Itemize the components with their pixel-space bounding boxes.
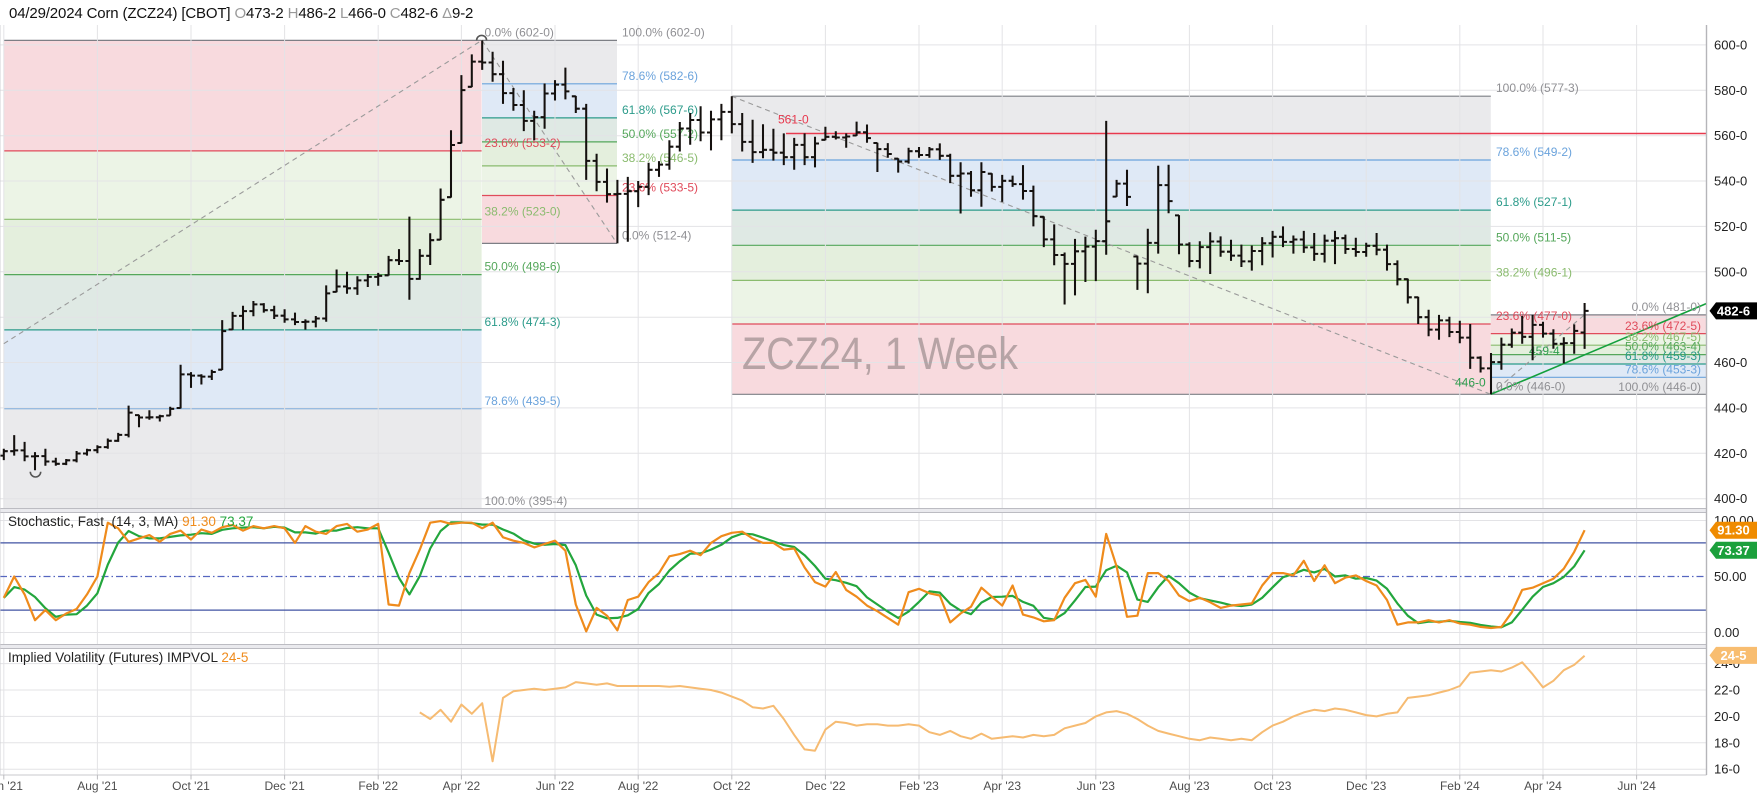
svg-text:61.8% (527-1): 61.8% (527-1) [1496,195,1572,209]
svg-text:446-0: 446-0 [1455,376,1486,390]
svg-text:560-0: 560-0 [1714,128,1747,143]
svg-text:Dec '23: Dec '23 [1346,779,1387,793]
svg-text:100.0% (446-0): 100.0% (446-0) [1618,380,1701,394]
svg-text:61.8% (474-3): 61.8% (474-3) [485,315,561,329]
svg-text:Aug '21: Aug '21 [77,779,118,793]
svg-text:73.37: 73.37 [1717,543,1750,558]
svg-text:0.0% (512-4): 0.0% (512-4) [622,228,691,242]
svg-text:23.6% (477-0): 23.6% (477-0) [1496,309,1572,323]
svg-text:580-0: 580-0 [1714,83,1747,98]
svg-text:440-0: 440-0 [1714,400,1747,415]
svg-text:Apr '24: Apr '24 [1524,779,1562,793]
svg-text:460-0: 460-0 [1714,355,1747,370]
svg-text:400-0: 400-0 [1714,491,1747,506]
svg-text:50.0% (463-4): 50.0% (463-4) [1625,340,1701,354]
svg-text:Dec '21: Dec '21 [264,779,305,793]
svg-text:500-0: 500-0 [1714,264,1747,279]
svg-text:0.0% (446-0): 0.0% (446-0) [1496,379,1565,393]
svg-text:420-0: 420-0 [1714,446,1747,461]
svg-text:38.2% (467-5): 38.2% (467-5) [1625,330,1701,344]
svg-text:Dec '22: Dec '22 [805,779,846,793]
svg-text:16-0: 16-0 [1714,762,1740,777]
svg-text:78.6% (439-5): 78.6% (439-5) [485,394,561,408]
svg-text:78.6% (549-2): 78.6% (549-2) [1496,145,1572,159]
svg-text:Jun '22: Jun '22 [536,779,575,793]
svg-text:23.6% (553-2): 23.6% (553-2) [485,136,561,150]
svg-text:50.0% (511-5): 50.0% (511-5) [1496,230,1571,244]
svg-text:Apr '22: Apr '22 [443,779,481,793]
svg-text:38.2% (546-5): 38.2% (546-5) [622,151,698,165]
svg-text:0.0% (602-0): 0.0% (602-0) [485,25,554,39]
svg-text:Jun '23: Jun '23 [1077,779,1116,793]
svg-text:482-6: 482-6 [1717,303,1750,318]
svg-text:78.6% (582-6): 78.6% (582-6) [622,69,698,83]
svg-text:23.6% (472-5): 23.6% (472-5) [1625,319,1701,333]
svg-text:20-0: 20-0 [1714,709,1740,724]
svg-text:100.0% (602-0): 100.0% (602-0) [622,25,705,39]
svg-text:38.2% (523-0): 38.2% (523-0) [485,205,561,219]
svg-text:Aug '22: Aug '22 [618,779,659,793]
svg-text:61.8% (459-3): 61.8% (459-3) [1625,349,1701,363]
svg-text:ZCZ24, 1 Week: ZCZ24, 1 Week [742,328,1018,379]
svg-text:Implied Volatility (Futures) I: Implied Volatility (Futures) IMPVOL 24-5 [8,650,248,665]
svg-text:61.8% (567-6): 61.8% (567-6) [622,103,698,117]
svg-text:50.00: 50.00 [1714,569,1747,584]
svg-text:Stochastic, Fast (14, 3, MA): Stochastic, Fast (14, 3, MA) 91.30 73.37 [8,514,253,529]
svg-text:Jun '24: Jun '24 [1617,779,1656,793]
svg-text:78.6% (453-3): 78.6% (453-3) [1625,363,1701,377]
svg-text:520-0: 520-0 [1714,219,1747,234]
svg-text:0.00: 0.00 [1714,625,1739,640]
svg-text:600-0: 600-0 [1714,37,1747,52]
svg-text:50.0% (498-6): 50.0% (498-6) [485,260,561,274]
svg-text:23.6% (533-5): 23.6% (533-5) [622,181,698,195]
svg-text:Oct '23: Oct '23 [1254,779,1292,793]
svg-text:91.30: 91.30 [1717,523,1750,538]
svg-text:Oct '21: Oct '21 [172,779,210,793]
svg-text:Feb '22: Feb '22 [358,779,398,793]
svg-text:22-0: 22-0 [1714,683,1740,698]
svg-text:0.0% (481-0): 0.0% (481-0) [1632,300,1701,314]
svg-text:459-4: 459-4 [1529,344,1560,358]
svg-text:100.0% (577-3): 100.0% (577-3) [1496,81,1579,95]
svg-text:Oct '22: Oct '22 [713,779,751,793]
svg-text:Apr '23: Apr '23 [983,779,1021,793]
svg-text:38.2% (496-1): 38.2% (496-1) [1496,266,1572,280]
svg-text:04/29/2024 Corn (ZCZ24) [CBOT]: 04/29/2024 Corn (ZCZ24) [CBOT] O473-2 H4… [9,5,473,22]
svg-text:Aug '23: Aug '23 [1169,779,1210,793]
svg-text:100.0% (395-4): 100.0% (395-4) [485,494,568,508]
svg-text:540-0: 540-0 [1714,174,1747,189]
svg-text:Jun '21: Jun '21 [0,779,23,793]
svg-text:24-5: 24-5 [1720,648,1746,663]
svg-text:561-0: 561-0 [778,113,809,127]
svg-text:18-0: 18-0 [1714,735,1740,750]
svg-text:Feb '24: Feb '24 [1440,779,1480,793]
svg-text:Feb '23: Feb '23 [899,779,939,793]
